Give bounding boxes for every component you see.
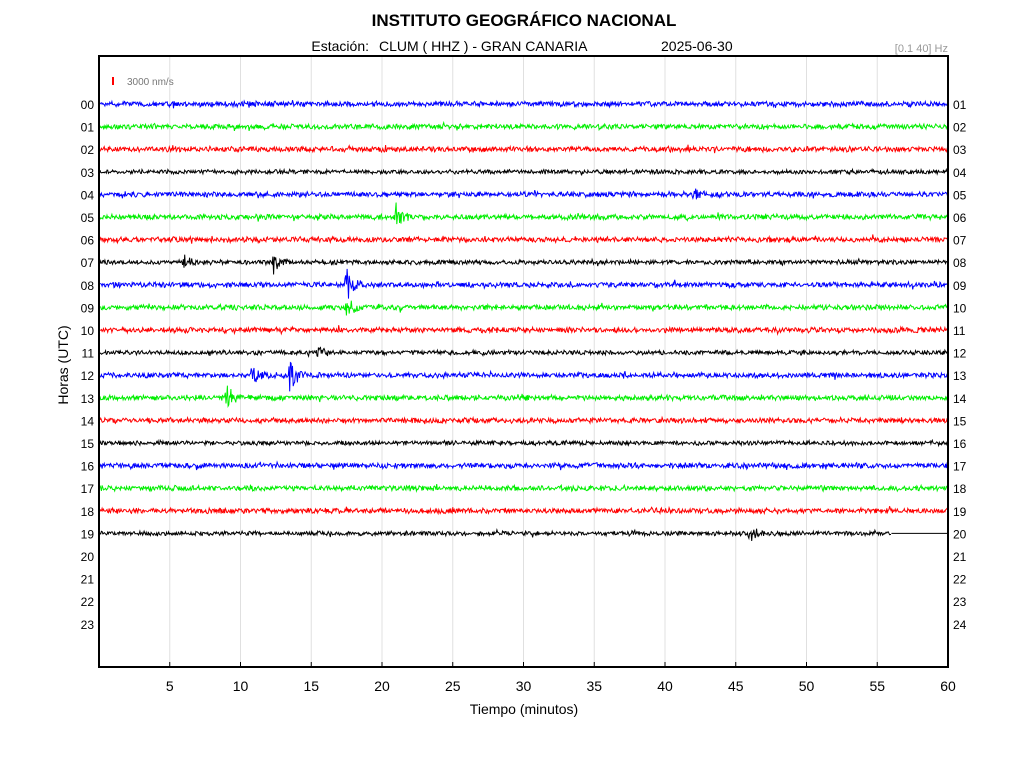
x-tick-label: 60 xyxy=(940,678,956,694)
hour-label-right: 04 xyxy=(953,166,967,180)
scale-bar-icon xyxy=(112,77,114,85)
x-axis-title: Tiempo (minutos) xyxy=(470,701,578,717)
x-tick-label: 20 xyxy=(374,678,390,694)
x-tick-label: 10 xyxy=(233,678,249,694)
hour-label-left: 15 xyxy=(81,437,95,451)
hour-label-left: 20 xyxy=(81,550,95,564)
hour-label-left: 06 xyxy=(81,234,95,248)
hour-label-left: 18 xyxy=(81,505,95,519)
hour-label-right: 18 xyxy=(953,482,967,496)
trace-hour-15 xyxy=(99,438,949,448)
hour-label-left: 02 xyxy=(81,143,95,157)
x-tick-label: 35 xyxy=(586,678,602,694)
hour-label-right: 05 xyxy=(953,188,967,202)
trace-hour-02 xyxy=(99,144,949,154)
hour-label-right: 03 xyxy=(953,143,967,157)
trace-hour-12 xyxy=(99,361,948,392)
x-axis-ticks: 5 10 15 20 25 30 35 40 45 50 55 60 xyxy=(166,662,956,694)
hour-label-right: 01 xyxy=(953,98,967,112)
hour-label-left: 14 xyxy=(81,414,95,428)
x-tick-label: 5 xyxy=(166,678,174,694)
station-label: Estación: xyxy=(311,38,369,54)
hour-label-left: 11 xyxy=(82,347,95,361)
hour-label-right: 02 xyxy=(953,121,967,135)
trace-hour-03 xyxy=(99,167,948,176)
hour-label-right: 11 xyxy=(953,324,966,338)
trace-hour-14 xyxy=(99,415,949,425)
chart-date: 2025-06-30 xyxy=(661,38,733,54)
trace-hour-16 xyxy=(99,460,949,471)
filter-band: [0.1 40] Hz xyxy=(895,43,948,55)
hour-label-left: 03 xyxy=(81,166,95,180)
hour-label-right: 13 xyxy=(953,369,967,383)
hour-label-right: 17 xyxy=(953,460,967,474)
hour-label-right: 21 xyxy=(953,550,967,564)
hour-label-left: 05 xyxy=(81,211,95,225)
trace-hour-09 xyxy=(99,300,949,316)
hour-label-right: 07 xyxy=(953,234,967,248)
hour-label-right: 22 xyxy=(953,573,967,587)
hour-label-left: 00 xyxy=(81,98,95,112)
hour-label-left: 09 xyxy=(81,301,95,315)
x-tick-label: 50 xyxy=(799,678,815,694)
hour-label-right: 10 xyxy=(953,301,967,315)
hour-label-left: 19 xyxy=(81,527,95,541)
hour-label-right: 23 xyxy=(953,595,967,609)
hour-label-left: 01 xyxy=(81,121,95,135)
hour-label-right: 15 xyxy=(953,414,967,428)
hour-label-left: 23 xyxy=(81,618,95,632)
trace-hour-11 xyxy=(99,346,949,359)
hour-label-left: 17 xyxy=(81,482,95,496)
hour-label-right: 09 xyxy=(953,279,967,293)
x-tick-label: 15 xyxy=(303,678,319,694)
hour-label-right: 16 xyxy=(953,437,967,451)
hour-label-left: 10 xyxy=(81,324,95,338)
hour-label-left: 13 xyxy=(81,392,95,406)
scale-label: 3000 nm/s xyxy=(127,77,174,88)
trace-hour-04 xyxy=(99,188,949,200)
hour-label-right: 20 xyxy=(953,527,967,541)
hour-label-right: 08 xyxy=(953,256,967,270)
hour-label-left: 12 xyxy=(81,369,95,383)
hour-label-right: 19 xyxy=(953,505,967,519)
x-tick-label: 30 xyxy=(516,678,532,694)
chart-title: INSTITUTO GEOGRÁFICO NACIONAL xyxy=(372,11,677,30)
hour-label-right: 14 xyxy=(953,392,967,406)
hour-label-left: 04 xyxy=(81,188,95,202)
seismogram-traces xyxy=(99,99,949,541)
trace-hour-01 xyxy=(99,120,948,132)
hour-label-right: 06 xyxy=(953,211,967,225)
hour-label-left: 22 xyxy=(81,595,95,609)
hour-label-right: 24 xyxy=(953,618,967,632)
station-name: CLUM ( HHZ ) - GRAN CANARIA xyxy=(379,38,588,54)
trace-hour-13 xyxy=(99,385,949,408)
hour-label-left: 16 xyxy=(81,460,95,474)
y-axis-title: Horas (UTC) xyxy=(55,325,71,404)
trace-hour-18 xyxy=(99,505,949,516)
x-tick-label: 25 xyxy=(445,678,461,694)
trace-hour-10 xyxy=(99,325,948,336)
hour-label-left: 08 xyxy=(81,279,95,293)
right-hour-labels: 01 02 03 04 05 06 07 08 09 10 11 12 13 14 15 16 17 18 19 20… xyxy=(953,98,967,632)
hour-label-right: 12 xyxy=(953,347,967,361)
vertical-grid xyxy=(169,56,878,667)
left-hour-labels: 00 01 02 03 04 05 06 07 08 09 10 11 12 13 14 15 16 17 18 19… xyxy=(81,98,95,632)
trace-hour-07 xyxy=(99,254,949,275)
hour-label-left: 07 xyxy=(81,256,95,270)
trace-hour-06 xyxy=(99,234,949,245)
trace-hour-05 xyxy=(99,202,949,225)
trace-hour-17 xyxy=(99,483,949,493)
trace-hour-08 xyxy=(99,268,949,299)
x-tick-label: 55 xyxy=(869,678,885,694)
trace-hour-19 xyxy=(99,527,891,541)
hour-label-left: 21 xyxy=(81,573,95,587)
trace-hour-00 xyxy=(99,99,949,109)
x-tick-label: 45 xyxy=(728,678,744,694)
x-tick-label: 40 xyxy=(657,678,673,694)
